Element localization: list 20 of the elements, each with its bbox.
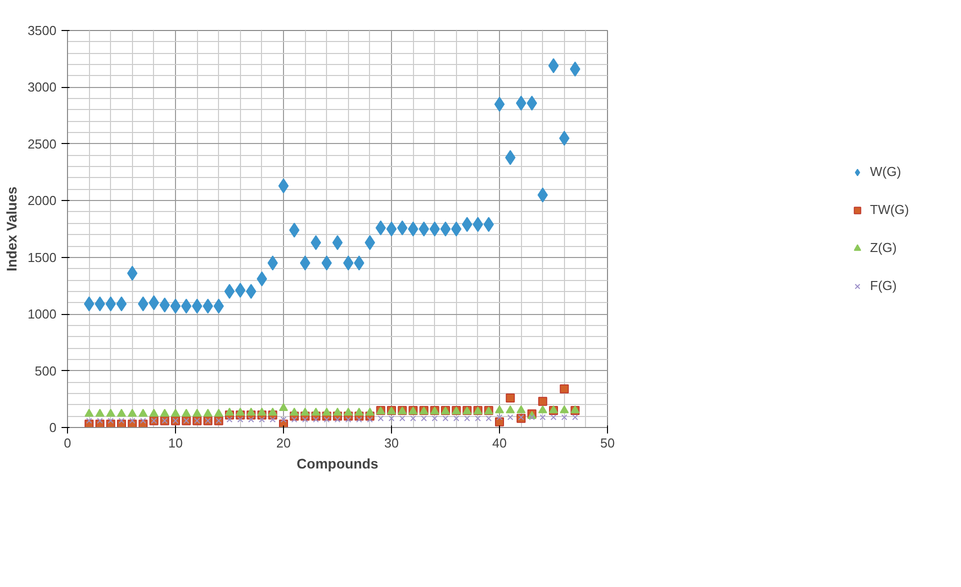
x-tick-label: 50 [600,436,615,450]
legend-label: F(G) [870,278,897,293]
x-tick-label: 20 [276,436,291,450]
y-tick-label: 0 [49,420,57,435]
x-axis-title: Compounds [296,456,379,472]
x-tick-label: 10 [168,436,183,450]
legend-label: TW(G) [870,202,909,217]
y-tick-label: 3500 [28,23,56,38]
y-tick-label: 2000 [28,193,56,208]
legend-label: W(G) [870,164,902,179]
y-tick-label: 1000 [28,306,56,322]
x-tick-label: 0 [64,436,72,450]
y-tick-label: 3000 [28,80,56,95]
y-tick-label: 2500 [28,136,56,152]
x-tick-label: 40 [492,436,507,450]
legend-label: Z(G) [870,240,897,255]
y-tick-label: 1500 [28,250,56,265]
x-tick-label: 30 [384,436,399,450]
y-tick-label: 500 [34,363,57,378]
y-axis-title: Index Values [4,186,20,272]
